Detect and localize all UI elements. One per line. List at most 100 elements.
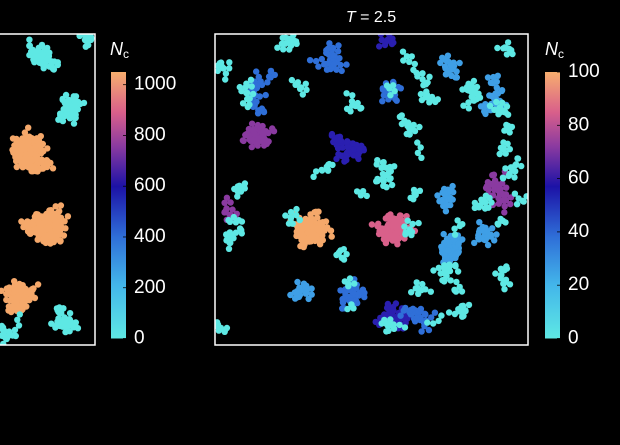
particle xyxy=(340,246,347,253)
tick-label: 20 xyxy=(568,274,589,295)
particle xyxy=(351,280,358,287)
particle xyxy=(404,217,411,224)
particle xyxy=(357,192,365,199)
particle xyxy=(60,232,68,239)
particle xyxy=(244,89,251,97)
particle xyxy=(427,288,434,295)
particle xyxy=(338,152,346,160)
particle xyxy=(501,286,508,293)
particle xyxy=(76,34,83,39)
particle xyxy=(494,44,501,52)
particle xyxy=(282,212,289,219)
particle xyxy=(465,105,472,112)
particle xyxy=(230,213,237,221)
particle xyxy=(270,128,278,135)
particle xyxy=(226,59,233,66)
particle xyxy=(444,70,452,77)
particle xyxy=(21,221,29,228)
particle xyxy=(452,74,459,81)
particle xyxy=(286,46,293,53)
particle xyxy=(227,199,234,206)
particle xyxy=(438,243,445,250)
particle xyxy=(19,296,27,304)
particle xyxy=(403,53,411,60)
particle xyxy=(306,57,314,64)
particle xyxy=(296,216,303,224)
particle xyxy=(244,103,251,111)
particle xyxy=(260,142,268,149)
particle xyxy=(410,186,418,194)
particle xyxy=(239,100,247,107)
particle xyxy=(0,324,7,331)
particle xyxy=(501,127,508,134)
particle xyxy=(3,296,10,304)
particle xyxy=(412,191,419,199)
particle xyxy=(259,122,266,130)
particle xyxy=(468,93,475,101)
particle xyxy=(289,220,296,227)
particle xyxy=(312,57,320,65)
particle xyxy=(507,200,514,208)
particle xyxy=(434,192,441,199)
particle xyxy=(451,231,459,238)
particle xyxy=(86,26,92,32)
particle xyxy=(441,265,448,272)
particle xyxy=(494,72,501,80)
particle xyxy=(476,94,484,101)
particle xyxy=(11,326,19,334)
label: N xyxy=(545,39,559,59)
particle xyxy=(215,321,222,328)
tick-label: 100 xyxy=(568,61,600,82)
particle xyxy=(345,283,352,290)
particle xyxy=(356,146,363,153)
tick-label: 1000 xyxy=(134,74,176,95)
particle xyxy=(447,195,454,203)
particle xyxy=(374,177,381,185)
particle xyxy=(382,225,390,232)
particle xyxy=(47,240,54,247)
particle xyxy=(361,293,368,301)
particle xyxy=(343,251,350,258)
particle xyxy=(373,161,380,168)
tick-label: 0 xyxy=(568,328,579,349)
particle xyxy=(264,79,271,86)
particle xyxy=(398,112,405,119)
particle xyxy=(315,208,322,215)
particle xyxy=(229,206,236,213)
particle xyxy=(413,279,420,286)
particle xyxy=(55,315,62,322)
particle xyxy=(414,149,422,157)
particle xyxy=(223,231,230,238)
particle xyxy=(471,239,478,247)
particle xyxy=(493,78,500,85)
particle xyxy=(70,120,78,127)
particle xyxy=(406,58,413,65)
particle xyxy=(402,304,409,312)
particle xyxy=(302,80,309,88)
particle xyxy=(26,51,33,59)
particles xyxy=(215,34,528,335)
particle xyxy=(290,34,297,39)
particle xyxy=(254,142,261,149)
particle xyxy=(460,102,467,109)
title-var: T xyxy=(346,9,357,26)
particle xyxy=(459,221,466,228)
particle xyxy=(455,240,462,247)
particle xyxy=(238,87,245,95)
particle xyxy=(409,305,417,312)
particle xyxy=(84,28,90,34)
particle xyxy=(424,319,431,326)
particle xyxy=(66,310,74,317)
particle xyxy=(388,215,396,222)
particle xyxy=(52,218,59,226)
particle xyxy=(40,162,47,169)
particle xyxy=(379,86,387,93)
tick-label: 40 xyxy=(568,221,589,242)
particle xyxy=(72,102,79,109)
particle xyxy=(318,55,325,63)
particle xyxy=(21,129,29,136)
particle xyxy=(222,76,229,83)
particle xyxy=(31,294,39,302)
particle xyxy=(388,181,396,189)
particle xyxy=(265,138,272,145)
